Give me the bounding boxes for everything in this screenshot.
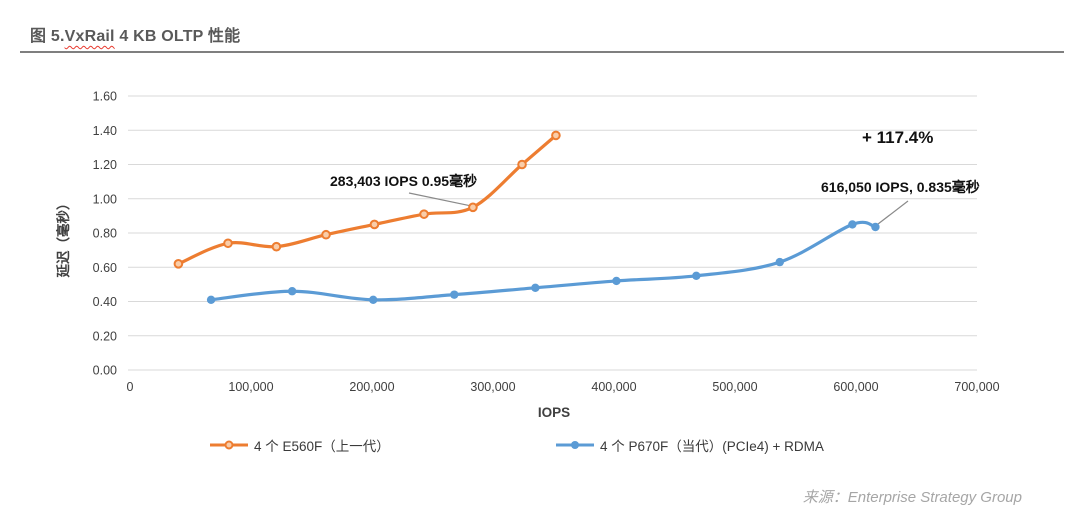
legend-marker-dot [224, 440, 234, 450]
title-prefix: 图 5. [30, 28, 65, 45]
y-tick-label: 1.00 [93, 192, 117, 206]
legend-item-e560f[interactable]: 4 个 E560F（上一代） [210, 435, 390, 455]
x-tick-label: 600,000 [833, 380, 878, 394]
legend-marker-orange-icon [210, 440, 248, 450]
data-point-marker[interactable] [775, 257, 784, 267]
page-title: 图 5.VxRail 4 KB OLTP 性能 [30, 22, 240, 46]
legend-label-p670f: 4 个 P670F（当代）(PCIe4) + RDMA [600, 439, 824, 454]
legend-label-e560f: 4 个 E560F（上一代） [254, 439, 390, 454]
y-tick-label: 0.40 [93, 295, 117, 309]
x-tick-label: 200,000 [349, 380, 394, 394]
y-tick-label: 1.20 [93, 158, 117, 172]
title-divider [20, 51, 1064, 53]
data-point-marker[interactable] [173, 259, 184, 269]
x-tick-label: 700,000 [954, 380, 999, 394]
x-tick-label: 100,000 [228, 380, 273, 394]
annotation-orange-peak: 283,403 IOPS 0.95毫秒 [330, 173, 478, 189]
data-point-marker[interactable] [206, 295, 216, 304]
y-tick-label: 0.00 [93, 364, 117, 378]
data-point-marker[interactable] [848, 220, 857, 229]
annotation-gain-percent: + 117.4% [862, 128, 934, 147]
annotation-leader-line [408, 192, 474, 207]
data-point-marker[interactable] [551, 130, 561, 141]
data-point-marker[interactable] [612, 276, 621, 286]
legend-marker-blue-icon [556, 441, 594, 449]
series-line-0[interactable] [176, 133, 558, 266]
series-line-1[interactable] [209, 220, 878, 302]
data-point-marker[interactable] [871, 222, 880, 232]
source-attribution: 来源：Enterprise Strategy Group [802, 489, 1022, 506]
y-tick-label: 0.80 [93, 227, 117, 241]
data-point-marker[interactable] [369, 295, 378, 304]
annotation-blue-peak: 616,050 IOPS, 0.835毫秒 [821, 179, 980, 195]
data-point-marker[interactable] [517, 159, 527, 170]
y-axis-title: 延迟（毫秒） [56, 196, 71, 278]
y-tick-label: 1.60 [93, 90, 117, 104]
x-tick-label: 400,000 [591, 380, 636, 394]
data-point-marker[interactable] [450, 290, 459, 299]
data-point-marker[interactable] [419, 209, 429, 219]
x-tick-label: 0 [127, 380, 134, 394]
title-product-spellcheck: VxRail [64, 28, 115, 45]
legend-marker-dot [571, 441, 579, 449]
data-point-marker[interactable] [223, 238, 233, 249]
annotation-leader-line [875, 200, 909, 227]
data-point-marker[interactable] [321, 229, 331, 240]
y-tick-label: 1.40 [93, 124, 117, 138]
data-point-marker[interactable] [692, 271, 701, 281]
x-tick-label: 500,000 [712, 380, 757, 394]
title-suffix: 4 KB OLTP 性能 [114, 28, 241, 45]
data-point-marker[interactable] [271, 241, 282, 252]
x-axis-title: IOPS [537, 405, 571, 420]
data-point-marker[interactable] [531, 283, 540, 292]
data-point-marker[interactable] [369, 219, 380, 230]
y-tick-label: 0.60 [93, 261, 117, 275]
data-point-marker[interactable] [287, 287, 297, 296]
legend-item-p670f[interactable]: 4 个 P670F（当代）(PCIe4) + RDMA [556, 435, 824, 455]
x-tick-label: 300,000 [470, 380, 515, 394]
y-tick-label: 0.20 [93, 329, 117, 343]
data-point-marker[interactable] [468, 202, 478, 213]
